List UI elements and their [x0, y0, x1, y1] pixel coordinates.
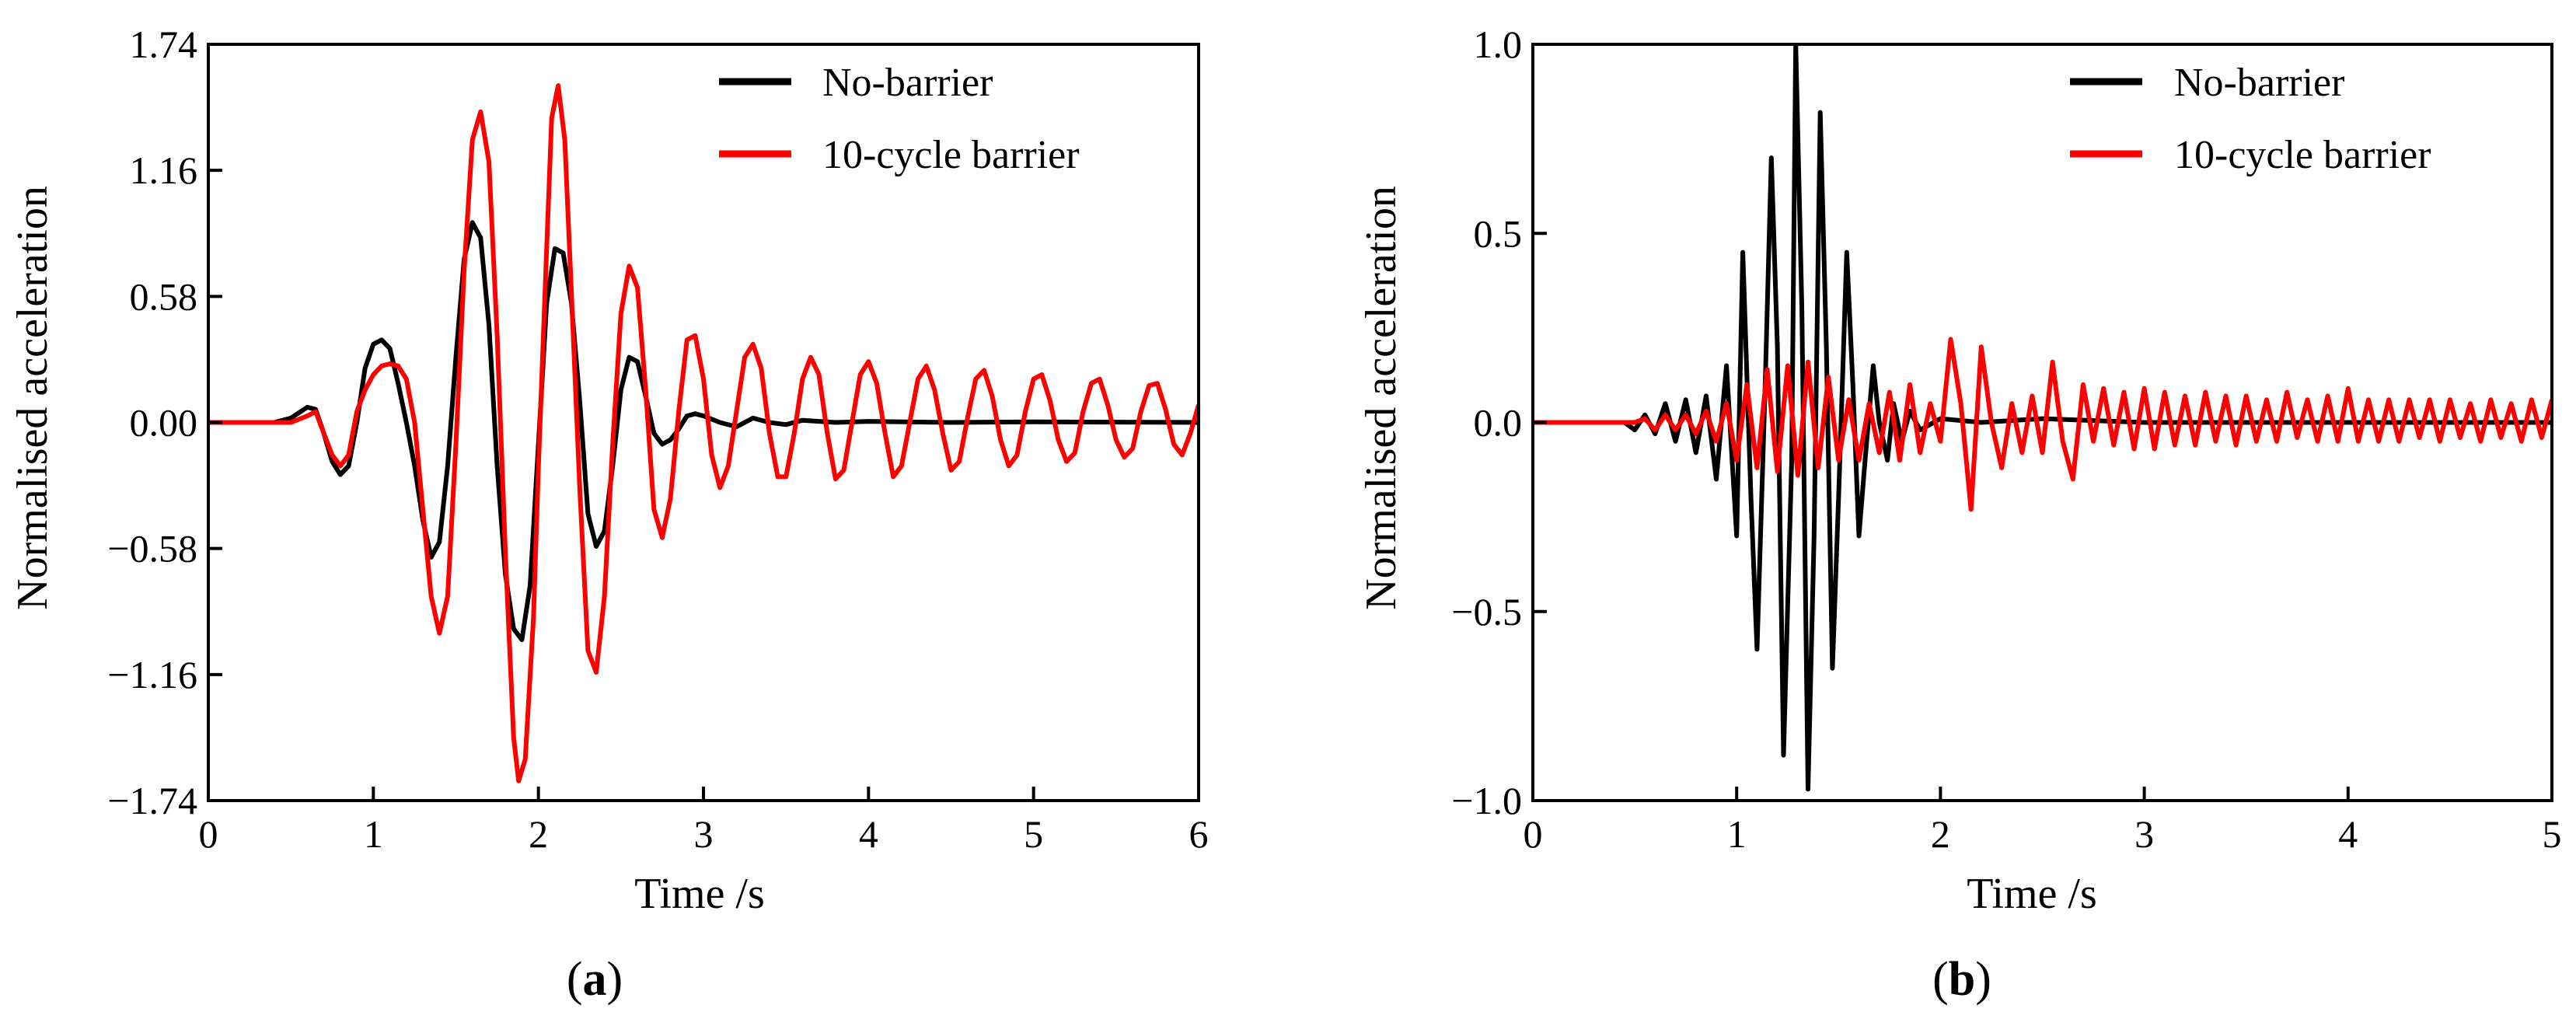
x-tick-label-a: 1	[364, 812, 383, 856]
legend-label-no-barrier-b: No-barrier	[2174, 61, 2344, 105]
y-tick-label-a: −1.74	[107, 779, 197, 822]
x-tick-label-a: 5	[1024, 812, 1043, 856]
x-tick-label-a: 6	[1189, 812, 1209, 856]
x-tick-label-b: 4	[2338, 812, 2358, 856]
y-tick-label-a: −1.16	[107, 653, 197, 696]
x-tick-label-a: 4	[859, 812, 878, 856]
legend-b: No-barrier 10-cycle barrier	[2070, 61, 2431, 177]
y-tick-label-b: 0.5	[1474, 211, 1523, 255]
y-tick-label-a: 0.58	[130, 274, 198, 318]
legend-label-10-cycle-barrier-a: 10-cycle barrier	[822, 133, 1080, 177]
x-tick-label-b: 5	[2543, 812, 2562, 856]
y-tick-label-b: −1.0	[1451, 779, 1522, 822]
y-tick-labels-a: 1.74 1.16 0.58 0.00 −0.58 −1.16 −1.74	[107, 23, 197, 822]
x-axis-title-b: Time /s	[1967, 870, 2097, 918]
x-axis-title-a: Time /s	[634, 870, 765, 918]
x-tick-labels-a: 0 1 2 3 4 5 6	[199, 812, 1209, 856]
y-tick-label-b: 0.0	[1474, 401, 1523, 445]
x-tick-label-b: 0	[1524, 812, 1543, 856]
legend-label-10-cycle-barrier-b: 10-cycle barrier	[2174, 133, 2431, 177]
y-tick-label-a: 0.00	[130, 401, 198, 445]
series-line-10-cycle-barrier-b	[1533, 337, 2552, 512]
series-line-no-barrier-a	[208, 220, 1199, 643]
y-tick-label-b: −0.5	[1451, 590, 1522, 633]
x-tick-labels-b: 0 1 2 3 4 5	[1524, 812, 2562, 856]
panel-b: 1.0 0.5 0.0 −0.5 −1.0 0 1 2 3 4 5 Time /s Normali…	[1357, 23, 2562, 1006]
y-tick-label-b: 1.0	[1474, 23, 1523, 66]
x-tick-label-a: 2	[529, 812, 548, 856]
x-tick-label-a: 3	[694, 812, 714, 856]
x-tick-label-a: 0	[199, 812, 218, 856]
x-tick-label-b: 2	[1931, 812, 1950, 856]
y-tick-labels-b: 1.0 0.5 0.0 −0.5 −1.0	[1451, 23, 1522, 822]
x-tick-label-b: 3	[2134, 812, 2154, 856]
legend-label-no-barrier-a: No-barrier	[822, 61, 993, 105]
y-axis-title-a: Normalised acceleration	[9, 186, 57, 610]
series-line-10-cycle-barrier-a	[208, 83, 1199, 783]
y-tick-label-a: 1.16	[130, 148, 198, 192]
y-tick-label-a: 1.74	[130, 23, 198, 66]
panel-label-b: (b)	[1932, 953, 1991, 1006]
legend-a: No-barrier 10-cycle barrier	[719, 61, 1080, 177]
plot-area-a	[207, 43, 1200, 802]
plot-area-b	[1531, 43, 2553, 802]
panel-label-a: (a)	[567, 953, 623, 1006]
y-tick-label-a: −0.58	[107, 527, 197, 571]
y-axis-title-b: Normalised acceleration	[1357, 186, 1405, 610]
x-tick-label-b: 1	[1727, 812, 1747, 856]
